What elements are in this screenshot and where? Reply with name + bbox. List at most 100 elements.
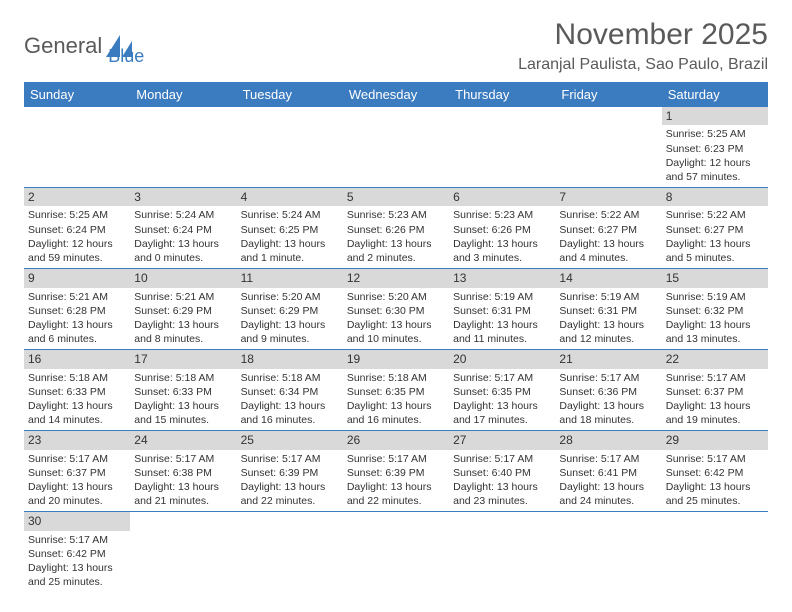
sunrise-text: Sunrise: 5:18 AM	[347, 371, 445, 385]
header: General Blue November 2025 Laranjal Paul…	[24, 18, 768, 74]
calendar-day-cell: 8Sunrise: 5:22 AMSunset: 6:27 PMDaylight…	[662, 188, 768, 269]
sunset-text: Sunset: 6:42 PM	[28, 547, 126, 561]
calendar-day-cell: 19Sunrise: 5:18 AMSunset: 6:35 PMDayligh…	[343, 350, 449, 431]
daylight-text: Daylight: 13 hours and 16 minutes.	[347, 399, 445, 427]
logo-text-general: General	[24, 33, 102, 59]
daylight-text: Daylight: 12 hours and 57 minutes.	[666, 156, 764, 184]
daylight-text: Daylight: 13 hours and 18 minutes.	[559, 399, 657, 427]
sunrise-text: Sunrise: 5:25 AM	[28, 208, 126, 222]
day-details: Sunrise: 5:21 AMSunset: 6:28 PMDaylight:…	[24, 288, 130, 350]
day-number: 19	[343, 350, 449, 368]
day-number: 3	[130, 188, 236, 206]
day-details: Sunrise: 5:22 AMSunset: 6:27 PMDaylight:…	[555, 206, 661, 268]
logo-text-blue: Blue	[108, 46, 144, 67]
calendar-week-row: 30Sunrise: 5:17 AMSunset: 6:42 PMDayligh…	[24, 512, 768, 593]
logo: General Blue	[24, 24, 144, 67]
sunrise-text: Sunrise: 5:20 AM	[241, 290, 339, 304]
day-details: Sunrise: 5:17 AMSunset: 6:36 PMDaylight:…	[555, 369, 661, 431]
calendar-week-row: 1Sunrise: 5:25 AMSunset: 6:23 PMDaylight…	[24, 107, 768, 188]
calendar-table: Sunday Monday Tuesday Wednesday Thursday…	[24, 82, 768, 592]
day-details: Sunrise: 5:18 AMSunset: 6:35 PMDaylight:…	[343, 369, 449, 431]
daylight-text: Daylight: 13 hours and 24 minutes.	[559, 480, 657, 508]
location-text: Laranjal Paulista, Sao Paulo, Brazil	[518, 56, 768, 74]
day-details: Sunrise: 5:18 AMSunset: 6:34 PMDaylight:…	[237, 369, 343, 431]
day-number: 29	[662, 431, 768, 449]
calendar-day-cell: 16Sunrise: 5:18 AMSunset: 6:33 PMDayligh…	[24, 350, 130, 431]
day-details: Sunrise: 5:21 AMSunset: 6:29 PMDaylight:…	[130, 288, 236, 350]
sunset-text: Sunset: 6:30 PM	[347, 304, 445, 318]
day-header: Tuesday	[237, 82, 343, 107]
calendar-day-cell	[237, 107, 343, 188]
daylight-text: Daylight: 13 hours and 13 minutes.	[666, 318, 764, 346]
day-number: 5	[343, 188, 449, 206]
day-details: Sunrise: 5:24 AMSunset: 6:25 PMDaylight:…	[237, 206, 343, 268]
sunrise-text: Sunrise: 5:17 AM	[666, 452, 764, 466]
page-title: November 2025	[518, 18, 768, 52]
daylight-text: Daylight: 12 hours and 59 minutes.	[28, 237, 126, 265]
day-details: Sunrise: 5:20 AMSunset: 6:29 PMDaylight:…	[237, 288, 343, 350]
calendar-day-cell: 1Sunrise: 5:25 AMSunset: 6:23 PMDaylight…	[662, 107, 768, 188]
calendar-day-cell: 5Sunrise: 5:23 AMSunset: 6:26 PMDaylight…	[343, 188, 449, 269]
day-details: Sunrise: 5:25 AMSunset: 6:24 PMDaylight:…	[24, 206, 130, 268]
calendar-day-cell: 26Sunrise: 5:17 AMSunset: 6:39 PMDayligh…	[343, 431, 449, 512]
day-number: 27	[449, 431, 555, 449]
daylight-text: Daylight: 13 hours and 23 minutes.	[453, 480, 551, 508]
sunset-text: Sunset: 6:27 PM	[559, 223, 657, 237]
daylight-text: Daylight: 13 hours and 25 minutes.	[28, 561, 126, 589]
sunrise-text: Sunrise: 5:19 AM	[453, 290, 551, 304]
day-number: 7	[555, 188, 661, 206]
sunset-text: Sunset: 6:42 PM	[666, 466, 764, 480]
day-number: 18	[237, 350, 343, 368]
sunrise-text: Sunrise: 5:23 AM	[453, 208, 551, 222]
calendar-day-cell: 22Sunrise: 5:17 AMSunset: 6:37 PMDayligh…	[662, 350, 768, 431]
calendar-day-cell: 30Sunrise: 5:17 AMSunset: 6:42 PMDayligh…	[24, 512, 130, 593]
day-details: Sunrise: 5:17 AMSunset: 6:42 PMDaylight:…	[24, 531, 130, 593]
sunset-text: Sunset: 6:26 PM	[453, 223, 551, 237]
daylight-text: Daylight: 13 hours and 14 minutes.	[28, 399, 126, 427]
day-details: Sunrise: 5:17 AMSunset: 6:38 PMDaylight:…	[130, 450, 236, 512]
day-header: Monday	[130, 82, 236, 107]
day-number: 28	[555, 431, 661, 449]
daylight-text: Daylight: 13 hours and 25 minutes.	[666, 480, 764, 508]
calendar-day-cell: 23Sunrise: 5:17 AMSunset: 6:37 PMDayligh…	[24, 431, 130, 512]
sunset-text: Sunset: 6:24 PM	[134, 223, 232, 237]
sunset-text: Sunset: 6:27 PM	[666, 223, 764, 237]
calendar-day-cell: 17Sunrise: 5:18 AMSunset: 6:33 PMDayligh…	[130, 350, 236, 431]
day-details: Sunrise: 5:17 AMSunset: 6:39 PMDaylight:…	[343, 450, 449, 512]
sunrise-text: Sunrise: 5:25 AM	[666, 127, 764, 141]
sunrise-text: Sunrise: 5:17 AM	[28, 452, 126, 466]
calendar-day-cell: 11Sunrise: 5:20 AMSunset: 6:29 PMDayligh…	[237, 269, 343, 350]
sunrise-text: Sunrise: 5:21 AM	[134, 290, 232, 304]
calendar-day-cell: 6Sunrise: 5:23 AMSunset: 6:26 PMDaylight…	[449, 188, 555, 269]
calendar-day-cell	[449, 512, 555, 593]
day-number: 8	[662, 188, 768, 206]
day-details: Sunrise: 5:25 AMSunset: 6:23 PMDaylight:…	[662, 125, 768, 187]
calendar-day-cell	[555, 512, 661, 593]
day-details: Sunrise: 5:22 AMSunset: 6:27 PMDaylight:…	[662, 206, 768, 268]
day-details: Sunrise: 5:24 AMSunset: 6:24 PMDaylight:…	[130, 206, 236, 268]
day-details: Sunrise: 5:17 AMSunset: 6:35 PMDaylight:…	[449, 369, 555, 431]
calendar-day-cell: 28Sunrise: 5:17 AMSunset: 6:41 PMDayligh…	[555, 431, 661, 512]
day-number: 20	[449, 350, 555, 368]
calendar-day-cell	[343, 107, 449, 188]
sunrise-text: Sunrise: 5:17 AM	[559, 452, 657, 466]
sunset-text: Sunset: 6:39 PM	[347, 466, 445, 480]
day-header: Sunday	[24, 82, 130, 107]
sunset-text: Sunset: 6:31 PM	[559, 304, 657, 318]
day-number: 17	[130, 350, 236, 368]
calendar-day-cell: 12Sunrise: 5:20 AMSunset: 6:30 PMDayligh…	[343, 269, 449, 350]
sunset-text: Sunset: 6:28 PM	[28, 304, 126, 318]
day-number: 23	[24, 431, 130, 449]
calendar-day-cell: 4Sunrise: 5:24 AMSunset: 6:25 PMDaylight…	[237, 188, 343, 269]
calendar-day-cell: 20Sunrise: 5:17 AMSunset: 6:35 PMDayligh…	[449, 350, 555, 431]
calendar-day-cell: 2Sunrise: 5:25 AMSunset: 6:24 PMDaylight…	[24, 188, 130, 269]
day-number: 11	[237, 269, 343, 287]
sunset-text: Sunset: 6:25 PM	[241, 223, 339, 237]
day-details: Sunrise: 5:19 AMSunset: 6:31 PMDaylight:…	[449, 288, 555, 350]
sunset-text: Sunset: 6:37 PM	[28, 466, 126, 480]
sunrise-text: Sunrise: 5:18 AM	[134, 371, 232, 385]
sunset-text: Sunset: 6:24 PM	[28, 223, 126, 237]
sunset-text: Sunset: 6:35 PM	[347, 385, 445, 399]
calendar-day-cell	[237, 512, 343, 593]
sunrise-text: Sunrise: 5:22 AM	[559, 208, 657, 222]
